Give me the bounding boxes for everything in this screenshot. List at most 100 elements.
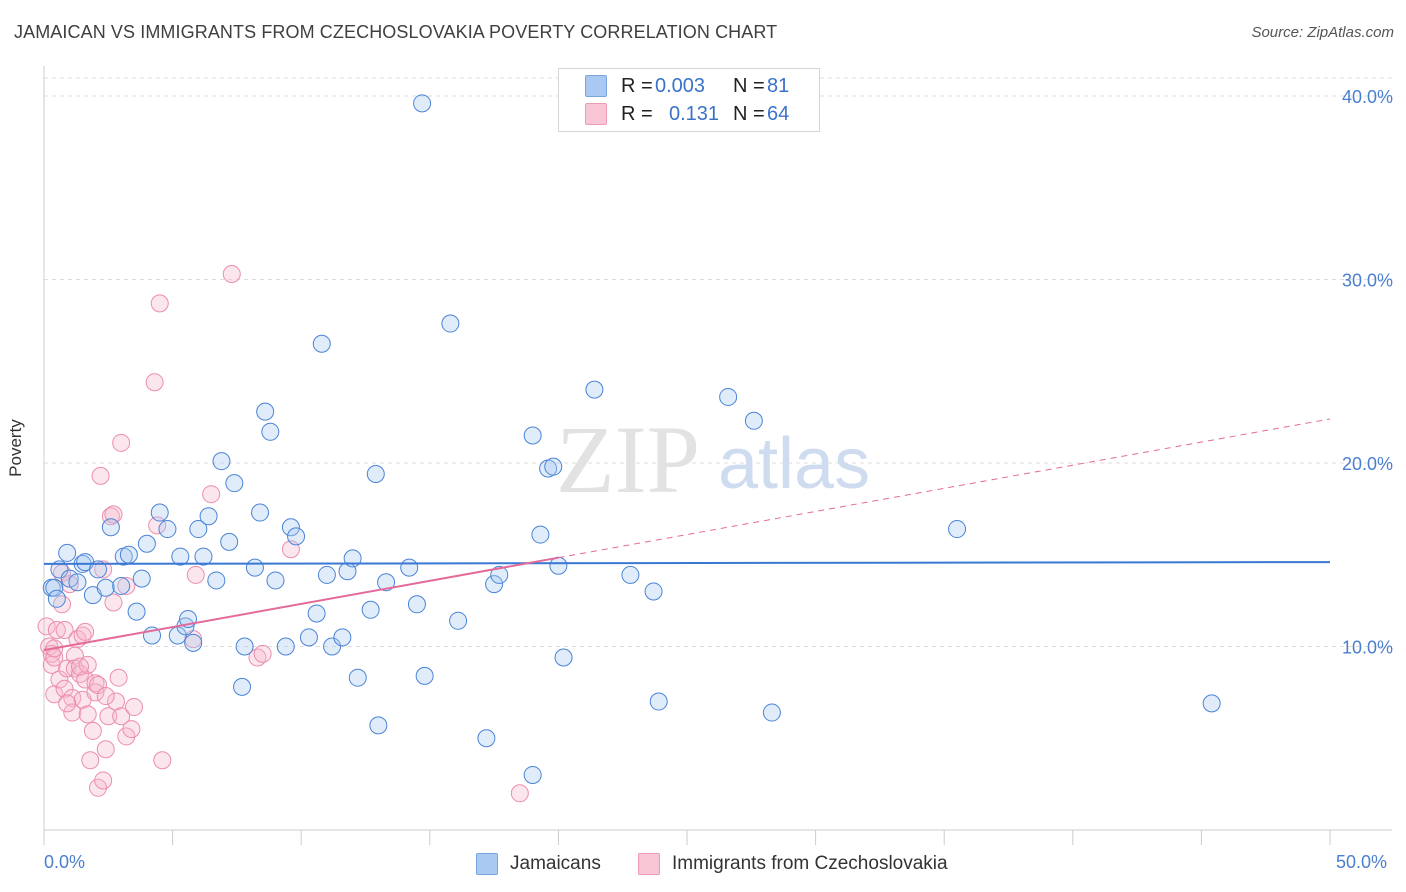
data-point [621,565,640,584]
legend-r-value: 0.003 [655,74,706,97]
x-axis-max-label: 50.0% [1336,852,1388,872]
legend-n-label: N = [733,102,765,125]
data-point [63,703,82,722]
jamaican-trend-line [43,561,1331,565]
data-point [96,578,115,597]
data-point [125,698,144,717]
data-point [101,518,120,537]
data-point [400,558,419,577]
data-point [150,503,169,522]
data-point [235,637,254,656]
data-point [549,556,568,575]
data-point [96,740,115,759]
data-point [202,485,221,504]
data-point [377,573,396,592]
data-point [369,716,388,735]
legend-r-value: 0.131 [669,102,720,125]
chart-title: JAMAICAN VS IMMIGRANTS FROM CZECHOSLOVAK… [14,22,778,42]
data-point [307,604,326,623]
data-point [299,628,318,647]
data-point [323,637,342,656]
data-point [112,576,131,595]
data-point [253,644,272,663]
data-point [317,565,336,584]
legend-item-jamaicans: Jamaicans [476,852,601,876]
correlation-legend: R = 0.003 N = 81 R = 0.131 N = 64 [558,68,820,132]
data-point [94,560,113,579]
data-point [523,426,542,445]
data-point [81,751,100,770]
data-point [261,422,280,441]
data-point [415,666,434,685]
data-point [171,547,190,566]
data-point [94,771,113,790]
watermark-zip: ZIP [556,406,700,513]
legend-row-jamaicans: R = 0.003 N = 81 [585,73,789,99]
data-point [220,532,239,551]
data-point [86,674,105,693]
source-label: Source: ZipAtlas.com [1251,24,1394,41]
y-tick-label: 40.0% [1342,87,1393,107]
legend-swatch-blue [585,75,607,97]
data-point [76,622,95,641]
data-point [78,655,97,674]
czechoslovakia-points [37,264,529,803]
data-point [50,560,69,579]
data-point [449,611,468,630]
data-point [109,668,128,687]
data-point [266,571,285,590]
data-point [186,565,205,584]
data-point [99,707,118,726]
data-point [158,520,177,539]
data-point [490,565,509,584]
data-point [112,433,131,452]
watermark: ZIP atlas [556,406,870,513]
data-point [58,543,77,562]
data-point [413,94,432,113]
data-point [256,402,275,421]
data-point [281,518,300,537]
data-point [68,573,87,592]
data-point [83,721,102,740]
legend-row-czechoslovakia: R = 0.131 N = 64 [585,101,789,127]
data-point [145,373,164,392]
data-point [47,589,66,608]
data-point [37,617,56,636]
data-point [58,694,77,713]
y-tick-label: 30.0% [1342,271,1393,291]
data-point [485,575,504,594]
data-point [233,677,252,696]
gridlines [44,77,1392,647]
legend-label-czechoslovakia: Immigrants from Czechoslovakia [672,853,948,874]
data-point [119,545,138,564]
legend-n-label: N = [733,74,765,97]
czechoslovakia-trend-line [43,556,559,652]
data-point [189,520,208,539]
data-point [150,294,169,313]
data-point [251,503,270,522]
data-point [199,507,218,526]
legend-r-label: R = [621,102,653,125]
data-point [127,602,146,621]
data-point [719,387,738,406]
data-point [762,703,781,722]
watermark-atlas: atlas [718,424,870,504]
data-point [585,380,604,399]
data-point [194,547,213,566]
data-point [531,525,550,544]
data-point [407,595,426,614]
data-point [184,633,203,652]
data-point [1202,694,1221,713]
y-tick-labels: 10.0% 20.0% 30.0% 40.0% [1342,87,1393,658]
jamaican-points [42,94,1221,784]
data-point [649,692,668,711]
x-axis-min-label: 0.0% [44,852,86,872]
data-point [333,628,352,647]
data-point [91,466,110,485]
data-point [86,683,105,702]
data-point [101,507,120,526]
data-point [477,729,496,748]
y-tick-label: 20.0% [1342,454,1393,474]
legend-swatch-pink [585,103,607,125]
